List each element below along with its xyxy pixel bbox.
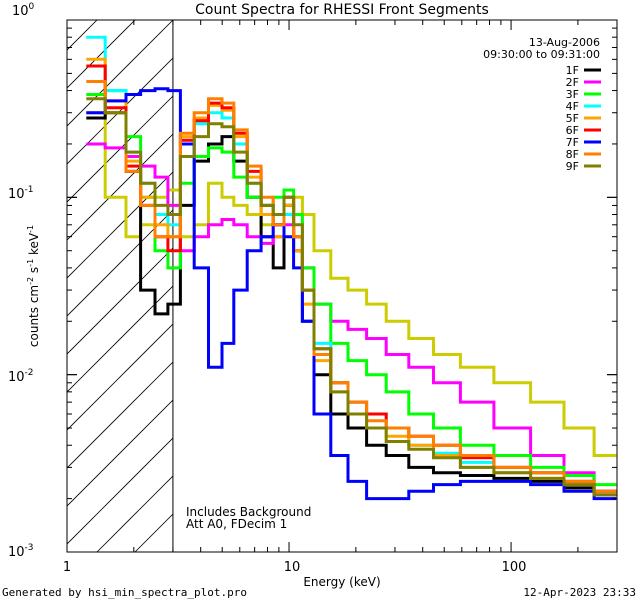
series-layer (86, 35, 617, 501)
legend-label-3f: 3F (566, 88, 579, 101)
axis-ticks (66, 19, 618, 553)
legend-label-5f: 5F (566, 112, 579, 125)
hatch-mask (172, 20, 617, 552)
footer-timestamp: 12-Apr-2023 23:33 (523, 586, 636, 599)
y-tick-label-2: 10-2 (8, 368, 34, 385)
hatch-line (67, 20, 250, 203)
x-tick-label-10: 10 (284, 560, 301, 575)
x-tick-label-1: 1 (63, 560, 71, 575)
legend-label-4f: 4F (566, 100, 579, 113)
legend-label-2f: 2F (566, 76, 579, 89)
legend-label-9f: 9F (566, 160, 579, 173)
series-9f (86, 97, 617, 497)
legend-label-7f: 7F (566, 136, 579, 149)
chart-title: Count Spectra for RHESSI Front Segments (195, 2, 489, 18)
legend-label-8f: 8F (566, 148, 579, 161)
hatch-line (67, 20, 212, 165)
footer-generated-by: Generated by hsi_min_spectra_plot.pro (2, 586, 247, 599)
x-axis-label: Energy (keV) (303, 575, 380, 589)
annotation-background: Includes Background (186, 505, 311, 519)
legend-label-6f: 6F (566, 124, 579, 137)
y-tick-label-3: 10-3 (8, 543, 34, 560)
annotation-attenuator: Att A0, FDecim 1 (186, 517, 287, 531)
excluded-region-hatch (67, 20, 617, 552)
series-7f (86, 87, 617, 501)
series-2f (86, 142, 617, 493)
legend-time-range: 09:30:00 to 09:31:00 (483, 48, 600, 61)
legend-label-1f: 1F (566, 64, 579, 77)
x-tick-label-100: 100 (502, 560, 527, 575)
series-3f (86, 89, 617, 487)
y-axis-label: counts cm-2 s-1 keV-1 (26, 225, 41, 347)
y-tick-label-0: 100 (12, 2, 35, 19)
hatch-line (67, 20, 174, 127)
plot-frame (66, 19, 618, 553)
legend-date: 13-Aug-2006 (529, 36, 600, 49)
y-tick-label-1: 10-1 (8, 185, 34, 202)
